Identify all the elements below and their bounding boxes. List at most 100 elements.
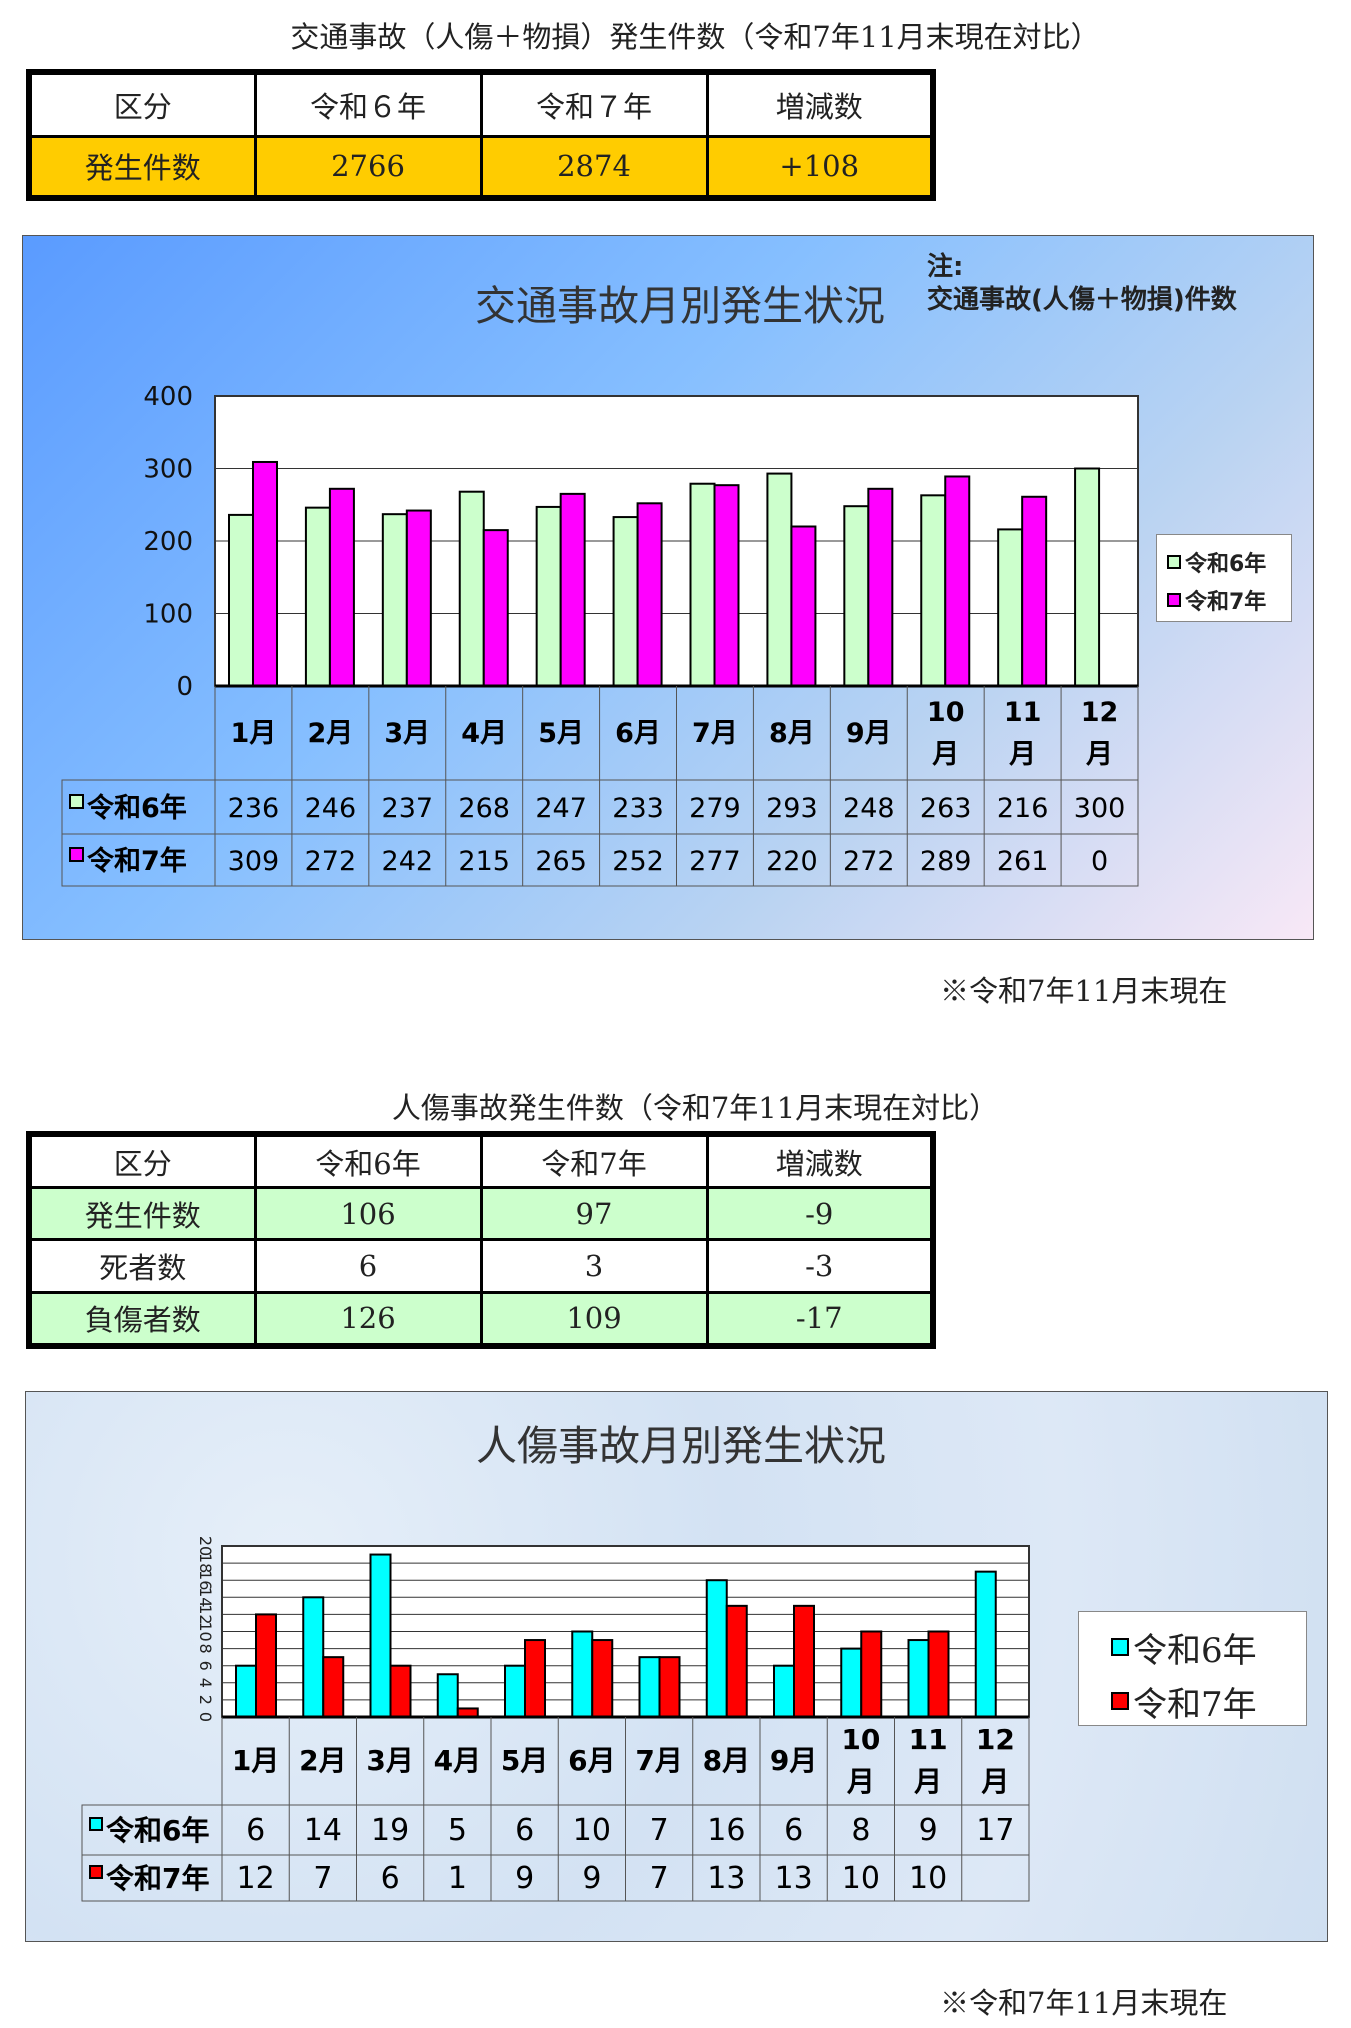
legend-swatch-icon bbox=[1111, 1692, 1129, 1710]
category-label: 5月 bbox=[501, 1744, 548, 1777]
bar-series2 bbox=[482, 529, 509, 687]
bar-series2 bbox=[658, 1656, 681, 1718]
bar-series2 bbox=[790, 525, 817, 687]
table-row: 発生件数 2766 2874 +108 bbox=[27, 134, 935, 200]
bar-series1 bbox=[773, 1664, 795, 1719]
monthly-accidents-chart: 交通事故月別発生状況 注: 交通事故(人傷＋物損)件数 0 100 200 300 40… bbox=[22, 235, 1314, 940]
row-label: 発生件数 bbox=[27, 134, 257, 200]
y-tick-label: 300 bbox=[143, 455, 193, 485]
bar-series2 bbox=[389, 1664, 412, 1719]
bar-series1 bbox=[638, 1656, 661, 1718]
table-cell: -9 bbox=[705, 1186, 935, 1242]
data-table-value: 14 bbox=[304, 1813, 342, 1848]
data-table-value: 252 bbox=[612, 846, 664, 877]
category-label: 9月 bbox=[846, 718, 892, 749]
data-table-value: 9 bbox=[919, 1813, 938, 1848]
legend-key-icon bbox=[69, 847, 84, 862]
category-label-number: 11 bbox=[1004, 697, 1042, 728]
data-table-value: 272 bbox=[843, 846, 895, 877]
data-table-value: 7 bbox=[650, 1813, 669, 1848]
header-cell: 区分 bbox=[27, 1132, 257, 1190]
category-label: 4月 bbox=[434, 1744, 481, 1777]
y-tick-label: 14 bbox=[196, 1587, 215, 1607]
series-label: 令和6年 bbox=[106, 1814, 209, 1847]
data-table-value: 272 bbox=[305, 846, 357, 877]
bar-series2 bbox=[591, 1639, 614, 1718]
y-tick-label: 0 bbox=[176, 672, 193, 702]
table-row: 死者数 6 3 -3 bbox=[27, 1238, 935, 1294]
data-table-value: 263 bbox=[920, 793, 972, 824]
y-tick-label: 10 bbox=[196, 1621, 215, 1641]
bar-series2 bbox=[559, 492, 586, 687]
category-label: 8月 bbox=[703, 1744, 750, 1777]
header-cell: 増減数 bbox=[705, 70, 935, 138]
data-table-value: 9 bbox=[515, 1861, 534, 1896]
table-cell: 2874 bbox=[479, 134, 709, 200]
data-table-value: 242 bbox=[382, 846, 434, 877]
note-label: 注: bbox=[927, 252, 964, 282]
category-label-unit: 月 bbox=[931, 739, 959, 770]
data-table-value: 10 bbox=[909, 1861, 947, 1896]
y-tick-label: 100 bbox=[143, 600, 193, 630]
data-table-value: 268 bbox=[458, 793, 510, 824]
row-label: 負傷者数 bbox=[27, 1290, 257, 1348]
bar-series1 bbox=[535, 505, 562, 687]
header-cell: 令和７年 bbox=[479, 70, 709, 138]
chart-plot: 0 100 200 300 400 1月 2月 3月 4月 5月 6月 7月 8月 9月 10 月 11 月 12 月… bbox=[61, 382, 1139, 887]
table-cell: 126 bbox=[253, 1290, 483, 1348]
bar-series2 bbox=[860, 1630, 883, 1718]
chart-legend: 令和6年 令和7年 bbox=[1078, 1611, 1307, 1726]
y-tick-label: 8 bbox=[196, 1644, 215, 1654]
category-label-unit: 月 bbox=[913, 1765, 942, 1798]
table-cell: -17 bbox=[705, 1290, 935, 1348]
category-label: 8月 bbox=[769, 718, 815, 749]
data-table-value: 261 bbox=[997, 846, 1049, 877]
category-label-unit: 月 bbox=[846, 1765, 875, 1798]
table-row: 発生件数 106 97 -9 bbox=[27, 1186, 935, 1242]
data-table-value: 6 bbox=[515, 1813, 534, 1848]
section2-title: 人傷事故発生件数（令和7年11月末現在対比） bbox=[391, 1091, 999, 1125]
data-table-value: 265 bbox=[535, 846, 587, 877]
bar-series1 bbox=[974, 1570, 997, 1718]
data-table-value: 248 bbox=[843, 793, 895, 824]
bar-series1 bbox=[369, 1553, 392, 1718]
bar-series2 bbox=[927, 1630, 950, 1718]
bar-series2 bbox=[524, 1639, 546, 1718]
header-cell: 令和6年 bbox=[253, 1132, 483, 1190]
y-tick-label: 20 bbox=[196, 1536, 215, 1556]
bar-series2 bbox=[328, 487, 355, 687]
note-text: 交通事故(人傷＋物損)件数 bbox=[927, 285, 1237, 315]
y-tick-label: 200 bbox=[143, 527, 193, 557]
legend-item: 令和7年 bbox=[1167, 581, 1291, 619]
table-cell: 106 bbox=[253, 1186, 483, 1242]
y-tick-label: 18 bbox=[196, 1553, 215, 1573]
category-label-number: 10 bbox=[927, 697, 965, 728]
data-table-value: 237 bbox=[382, 793, 434, 824]
table-header-row: 区分 令和6年 令和7年 増減数 bbox=[27, 1132, 935, 1190]
y-tick-label: 400 bbox=[143, 382, 193, 412]
data-table-value: 17 bbox=[976, 1813, 1014, 1848]
category-label: 2月 bbox=[307, 718, 353, 749]
data-table-value: 16 bbox=[707, 1813, 745, 1848]
data-table-value: 293 bbox=[766, 793, 818, 824]
bar-series2 bbox=[725, 1604, 748, 1719]
header-cell: 令和7年 bbox=[479, 1132, 709, 1190]
bar-series1 bbox=[689, 482, 716, 687]
header-cell: 区分 bbox=[27, 70, 257, 138]
legend-swatch-icon bbox=[1167, 555, 1181, 569]
table-cell: 6 bbox=[253, 1238, 483, 1294]
legend-swatch-icon bbox=[1167, 593, 1181, 607]
table-cell: 97 bbox=[479, 1186, 709, 1242]
legend-item: 令和6年 bbox=[1111, 1620, 1306, 1674]
bar-series2 bbox=[944, 475, 971, 687]
y-tick-label: 0 bbox=[196, 1712, 215, 1722]
category-label-number: 12 bbox=[976, 1723, 1015, 1756]
bar-series1 bbox=[504, 1664, 526, 1719]
series-label: 令和6年 bbox=[87, 792, 187, 824]
data-table-value: 1 bbox=[448, 1861, 467, 1896]
category-label: 1月 bbox=[231, 718, 277, 749]
bar-series1 bbox=[843, 505, 870, 688]
bar-series1 bbox=[458, 490, 485, 687]
bar-series1 bbox=[381, 513, 408, 687]
